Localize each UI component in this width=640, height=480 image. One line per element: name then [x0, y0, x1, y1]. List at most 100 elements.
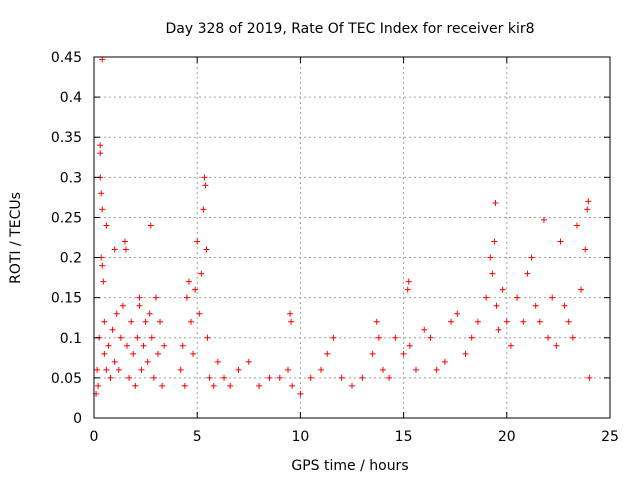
- grid-lines: [94, 57, 610, 418]
- data-point: [201, 174, 208, 181]
- data-point: [121, 238, 128, 245]
- data-point: [528, 254, 535, 261]
- data-point: [150, 374, 157, 381]
- data-point: [185, 278, 192, 285]
- data-point: [462, 350, 469, 357]
- data-point: [499, 286, 506, 293]
- data-point: [214, 358, 221, 365]
- data-point: [536, 318, 543, 325]
- data-point: [379, 366, 386, 373]
- data-point: [493, 302, 500, 309]
- data-point: [359, 374, 366, 381]
- data-point: [412, 366, 419, 373]
- data-point: [405, 278, 412, 285]
- data-point: [318, 366, 325, 373]
- chart-title: Day 328 of 2019, Rate Of TEC Index for r…: [165, 21, 534, 37]
- data-point: [483, 294, 490, 301]
- data-point: [142, 318, 149, 325]
- data-point: [474, 318, 481, 325]
- y-tick-label: 0: [73, 411, 82, 427]
- data-point: [203, 246, 210, 253]
- data-point: [190, 350, 197, 357]
- data-point: [159, 382, 166, 389]
- data-point: [210, 382, 217, 389]
- data-point: [297, 390, 304, 397]
- x-tick-label: 5: [193, 429, 202, 445]
- data-point: [441, 358, 448, 365]
- data-point: [227, 382, 234, 389]
- data-point: [427, 334, 434, 341]
- data-point: [584, 206, 591, 213]
- data-point: [194, 238, 201, 245]
- data-point: [540, 216, 547, 223]
- data-point: [134, 334, 141, 341]
- data-point: [113, 310, 120, 317]
- data-point: [154, 350, 161, 357]
- data-point: [101, 318, 108, 325]
- axis-ticks: [93, 56, 611, 419]
- data-point: [124, 342, 131, 349]
- data-point: [495, 326, 502, 333]
- data-point: [532, 302, 539, 309]
- data-point: [101, 350, 108, 357]
- data-point: [285, 366, 292, 373]
- data-point: [582, 246, 589, 253]
- y-tick-label: 0.15: [51, 291, 82, 307]
- data-point: [103, 222, 110, 229]
- data-point: [126, 374, 133, 381]
- data-point: [324, 350, 331, 357]
- data-point: [99, 262, 106, 269]
- data-point: [148, 334, 155, 341]
- x-tick-label: 10: [291, 429, 309, 445]
- data-point: [392, 334, 399, 341]
- data-point: [177, 366, 184, 373]
- data-point: [406, 342, 413, 349]
- data-point: [256, 382, 263, 389]
- data-point: [157, 318, 164, 325]
- data-point: [111, 358, 118, 365]
- data-point: [202, 182, 209, 189]
- data-point: [400, 350, 407, 357]
- y-tick-label: 0.2: [60, 251, 82, 267]
- data-point: [107, 374, 114, 381]
- data-point: [146, 310, 153, 317]
- data-point: [98, 190, 105, 197]
- y-tick-label: 0.1: [60, 331, 82, 347]
- data-point: [95, 382, 102, 389]
- y-axis-label: ROTI / TECUs: [8, 192, 24, 284]
- data-point: [122, 246, 129, 253]
- data-point: [448, 318, 455, 325]
- data-point: [585, 198, 592, 205]
- data-point: [115, 366, 122, 373]
- data-point: [307, 374, 314, 381]
- axis-tick-labels: 0 5 10 15 20 25 0 0.05 0.1 0.15 0.2 0.25 0.3 0.35 0.4 0…: [51, 50, 619, 445]
- data-point: [181, 382, 188, 389]
- data-point: [94, 366, 101, 373]
- data-point: [491, 238, 498, 245]
- data-point: [130, 350, 137, 357]
- data-point: [144, 358, 151, 365]
- data-point: [103, 366, 110, 373]
- data-point: [198, 270, 205, 277]
- data-point: [468, 334, 475, 341]
- data-point: [287, 310, 294, 317]
- data-point: [140, 342, 147, 349]
- data-point: [196, 310, 203, 317]
- data-point: [99, 206, 106, 213]
- data-point: [421, 326, 428, 333]
- data-point: [520, 318, 527, 325]
- data-point: [503, 318, 510, 325]
- data-point: [200, 206, 207, 213]
- data-point: [97, 150, 104, 157]
- y-tick-label: 0.25: [51, 210, 82, 226]
- data-point: [132, 382, 139, 389]
- data-point: [204, 334, 211, 341]
- data-point: [514, 294, 521, 301]
- data-point: [235, 366, 242, 373]
- data-point: [109, 326, 116, 333]
- data-point: [188, 318, 195, 325]
- y-tick-label: 0.4: [60, 90, 82, 106]
- data-point: [569, 334, 576, 341]
- data-point: [179, 342, 186, 349]
